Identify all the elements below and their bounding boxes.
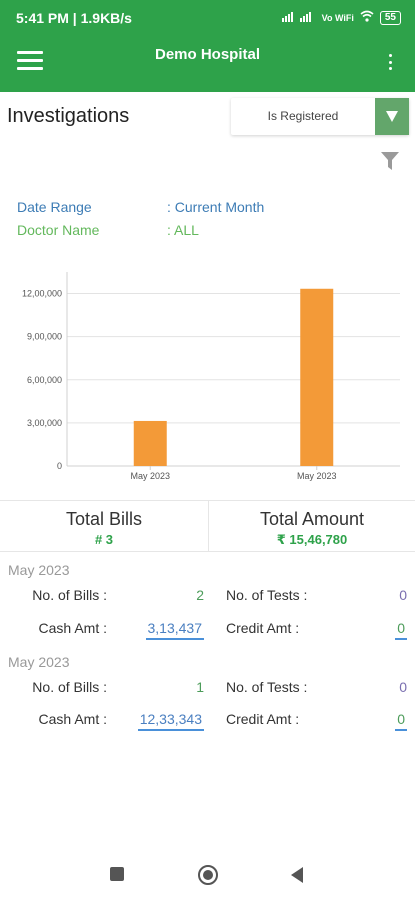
filter-icon[interactable] bbox=[380, 151, 400, 176]
group-bills-row: No. of Bills : 2 No. of Tests : 0 bbox=[0, 587, 415, 607]
recents-button[interactable] bbox=[109, 866, 125, 887]
back-triangle-icon bbox=[291, 867, 303, 883]
status-bar: 5:41 PM | 1.9KB/s Vo WiFi bbox=[0, 0, 415, 36]
date-range-value: : Current Month bbox=[167, 199, 265, 215]
y-tick-label: 12,00,000 bbox=[22, 289, 62, 299]
home-button[interactable] bbox=[197, 864, 219, 891]
total-bills-label: Total Bills bbox=[65, 509, 143, 529]
bills-count-label: No. of Bills : bbox=[32, 679, 107, 695]
bills-count-value: 2 bbox=[196, 587, 204, 603]
status-icons: Vo WiFi 55 bbox=[281, 10, 401, 25]
tests-count-value: 0 bbox=[399, 679, 407, 695]
y-tick-label: 6,00,000 bbox=[27, 375, 62, 385]
registration-filter-dropdown[interactable]: Is Registered bbox=[231, 98, 409, 135]
menu-icon[interactable] bbox=[17, 51, 43, 71]
bills-count-label: No. of Bills : bbox=[32, 587, 107, 603]
y-tick-label: 9,00,000 bbox=[27, 332, 62, 342]
chart-bar bbox=[133, 420, 167, 466]
app-title: Demo Hospital bbox=[154, 46, 260, 63]
group-amount-row: Cash Amt : 12,33,343 Credit Amt : 0 bbox=[0, 711, 415, 731]
dropdown-selected-value: Is Registered bbox=[267, 109, 339, 123]
date-range-row: Date Range : Current Month bbox=[17, 199, 264, 215]
doctor-name-row: Doctor Name : ALL bbox=[17, 222, 199, 238]
credit-amount-label: Credit Amt : bbox=[226, 711, 300, 727]
system-navigation-bar bbox=[0, 850, 415, 900]
credit-amount-link[interactable]: 0 bbox=[395, 711, 407, 731]
dropdown-toggle[interactable] bbox=[375, 98, 409, 135]
doctor-name-label: Doctor Name bbox=[17, 222, 100, 238]
cash-amount-label: Cash Amt : bbox=[38, 711, 107, 727]
y-tick-label: 0 bbox=[57, 461, 62, 471]
battery-icon: 55 bbox=[379, 10, 401, 25]
chevron-down-icon bbox=[386, 111, 398, 122]
bills-count-value: 1 bbox=[196, 679, 204, 695]
tests-count-label: No. of Tests : bbox=[226, 587, 308, 603]
network-type-label: Vo WiFi bbox=[321, 12, 354, 23]
credit-amount-label: Credit Amt : bbox=[226, 620, 300, 636]
more-options-icon[interactable] bbox=[387, 54, 393, 70]
total-bills-panel: Total Bills # 3 bbox=[0, 501, 209, 551]
totals-summary: Total Bills # 3 Total Amount ₹ 15,46,780 bbox=[0, 500, 415, 552]
back-button[interactable] bbox=[289, 866, 305, 889]
group-date: May 2023 bbox=[8, 654, 70, 670]
tests-count-label: No. of Tests : bbox=[226, 679, 308, 695]
cash-amount-link[interactable]: 12,33,343 bbox=[137, 711, 204, 731]
x-tick-label: May 2023 bbox=[130, 471, 170, 481]
wifi-icon bbox=[360, 10, 374, 25]
group-amount-row: Cash Amt : 3,13,437 Credit Amt : 0 bbox=[0, 620, 415, 640]
doctor-name-value: : ALL bbox=[167, 222, 199, 238]
app-header: 5:41 PM | 1.9KB/s Vo WiFi bbox=[0, 0, 415, 92]
group-date: May 2023 bbox=[8, 562, 70, 578]
total-amount-label: Total Amount bbox=[259, 509, 365, 529]
page-title: Investigations bbox=[7, 105, 130, 127]
total-bills-value: # 3 bbox=[94, 532, 114, 547]
signal-icon bbox=[281, 10, 316, 25]
home-circle-icon bbox=[198, 865, 218, 885]
x-tick-label: May 2023 bbox=[297, 471, 337, 481]
status-time: 5:41 PM | 1.9KB/s bbox=[16, 10, 132, 26]
group-bills-row: No. of Bills : 1 No. of Tests : 0 bbox=[0, 679, 415, 699]
tests-count-value: 0 bbox=[399, 587, 407, 603]
cash-amount-label: Cash Amt : bbox=[38, 620, 107, 636]
date-range-label: Date Range bbox=[17, 199, 92, 215]
y-tick-label: 3,00,000 bbox=[27, 418, 62, 428]
square-icon bbox=[110, 867, 124, 881]
total-amount-value: ₹ 15,46,780 bbox=[276, 532, 348, 547]
credit-amount-link[interactable]: 0 bbox=[395, 620, 407, 640]
chart-bar bbox=[300, 288, 334, 466]
cash-amount-link[interactable]: 3,13,437 bbox=[145, 620, 204, 640]
bills-bar-chart: 0 3,00,000 6,00,000 9,00,000 12,00,000 May 20… bbox=[22, 272, 400, 481]
total-amount-panel: Total Amount ₹ 15,46,780 bbox=[209, 501, 415, 551]
